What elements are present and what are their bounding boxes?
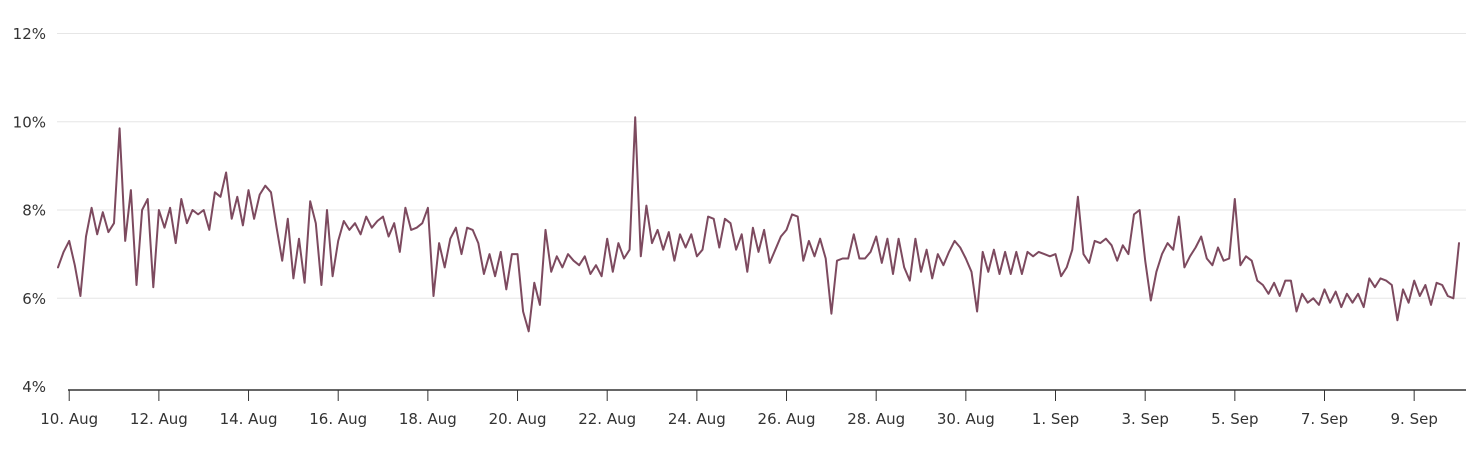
x-axis-label: 9. Sep xyxy=(1390,410,1437,428)
x-axis-label: 20. Aug xyxy=(489,410,547,428)
x-axis-label: 30. Aug xyxy=(937,410,995,428)
y-axis-label-6pct: 6% xyxy=(22,290,46,308)
x-axis-label: 10. Aug xyxy=(40,410,98,428)
y-axis-label-10pct: 10% xyxy=(13,113,46,131)
x-axis-label: 18. Aug xyxy=(399,410,457,428)
x-axis: 10. Aug 12. Aug 14. Aug 16. Aug 18. Aug 20. A… xyxy=(40,389,1466,428)
x-axis-label: 3. Sep xyxy=(1121,410,1168,428)
x-axis-label: 24. Aug xyxy=(668,410,726,428)
x-axis-label: 28. Aug xyxy=(847,410,905,428)
series-group xyxy=(57,116,1460,333)
y-axis-label-12pct: 12% xyxy=(13,25,46,43)
x-axis-label: 26. Aug xyxy=(758,410,816,428)
x-axis-label: 7. Sep xyxy=(1301,410,1348,428)
x-axis-label: 22. Aug xyxy=(578,410,636,428)
y-axis-label-4pct: 4% xyxy=(22,378,46,396)
y-axis-labels: 12% 10% 8% 6% 4% xyxy=(13,25,46,396)
y-axis-label-8pct: 8% xyxy=(22,202,46,220)
x-axis-label: 1. Sep xyxy=(1032,410,1079,428)
x-axis-label: 14. Aug xyxy=(220,410,278,428)
y-gridlines xyxy=(57,33,1466,299)
series-line xyxy=(57,116,1460,333)
x-axis-label: 5. Sep xyxy=(1211,410,1258,428)
x-axis-label: 16. Aug xyxy=(309,410,367,428)
x-axis-label: 12. Aug xyxy=(130,410,188,428)
